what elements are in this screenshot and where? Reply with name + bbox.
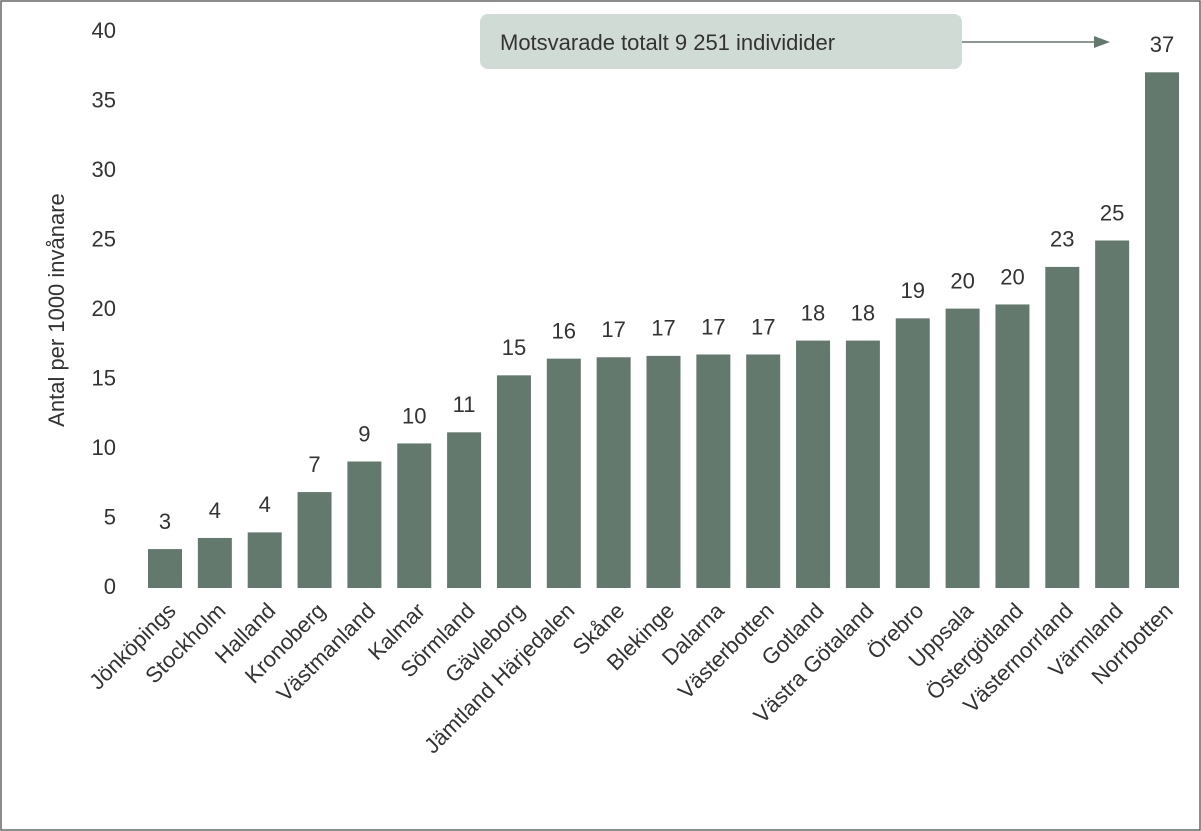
- annotation-box: [480, 14, 962, 69]
- bar: [845, 340, 880, 588]
- y-axis-label: Antal per 1000 invånare: [44, 193, 69, 427]
- y-tick-label: 15: [92, 365, 116, 390]
- bar: [148, 549, 182, 588]
- bar: [397, 443, 432, 588]
- bar: [696, 354, 731, 588]
- bar: [247, 532, 282, 588]
- value-label: 20: [950, 268, 974, 293]
- y-tick-label: 30: [92, 157, 116, 182]
- value-label: 17: [601, 317, 625, 342]
- value-label: 15: [502, 335, 526, 360]
- value-label: 9: [358, 421, 370, 446]
- y-tick-label: 40: [92, 18, 116, 43]
- value-label: 25: [1100, 200, 1124, 225]
- value-label: 18: [851, 300, 875, 325]
- y-tick-label: 5: [104, 504, 116, 529]
- value-label: 7: [308, 452, 320, 477]
- value-label: 3: [159, 509, 171, 534]
- bar: [1095, 240, 1130, 588]
- value-label: 4: [209, 498, 221, 523]
- value-label: 17: [701, 314, 725, 339]
- value-label: 16: [552, 318, 576, 343]
- bar: [546, 358, 581, 588]
- value-label: 18: [801, 300, 825, 325]
- y-tick-label: 25: [92, 226, 116, 251]
- value-label: 19: [901, 278, 925, 303]
- value-label: 20: [1000, 264, 1024, 289]
- bar: [746, 354, 781, 588]
- bar: [895, 318, 930, 588]
- bar: [796, 340, 831, 588]
- value-label: 4: [259, 492, 271, 517]
- value-label: 17: [651, 316, 675, 341]
- value-label: 17: [751, 314, 775, 339]
- value-label: 11: [453, 392, 476, 417]
- value-label: 10: [402, 403, 426, 428]
- bar: [945, 308, 980, 588]
- y-tick-label: 20: [92, 296, 116, 321]
- y-tick-label: 10: [92, 435, 116, 460]
- y-tick-label: 35: [92, 87, 116, 112]
- annotation: Motsvarade totalt 9 251 individider: [500, 30, 835, 55]
- bar: [197, 537, 232, 588]
- bar: [596, 357, 631, 588]
- bar: [646, 355, 681, 588]
- bar: [995, 304, 1030, 588]
- bar: [347, 461, 382, 588]
- bar: [496, 375, 531, 588]
- value-label: 23: [1050, 227, 1074, 252]
- bar: [1045, 266, 1080, 588]
- y-tick-label: 0: [104, 574, 116, 599]
- bar: [1145, 72, 1179, 588]
- bar: [447, 432, 482, 588]
- bar: [297, 492, 332, 588]
- arrow-head: [1094, 36, 1110, 48]
- value-label: 37: [1150, 32, 1174, 57]
